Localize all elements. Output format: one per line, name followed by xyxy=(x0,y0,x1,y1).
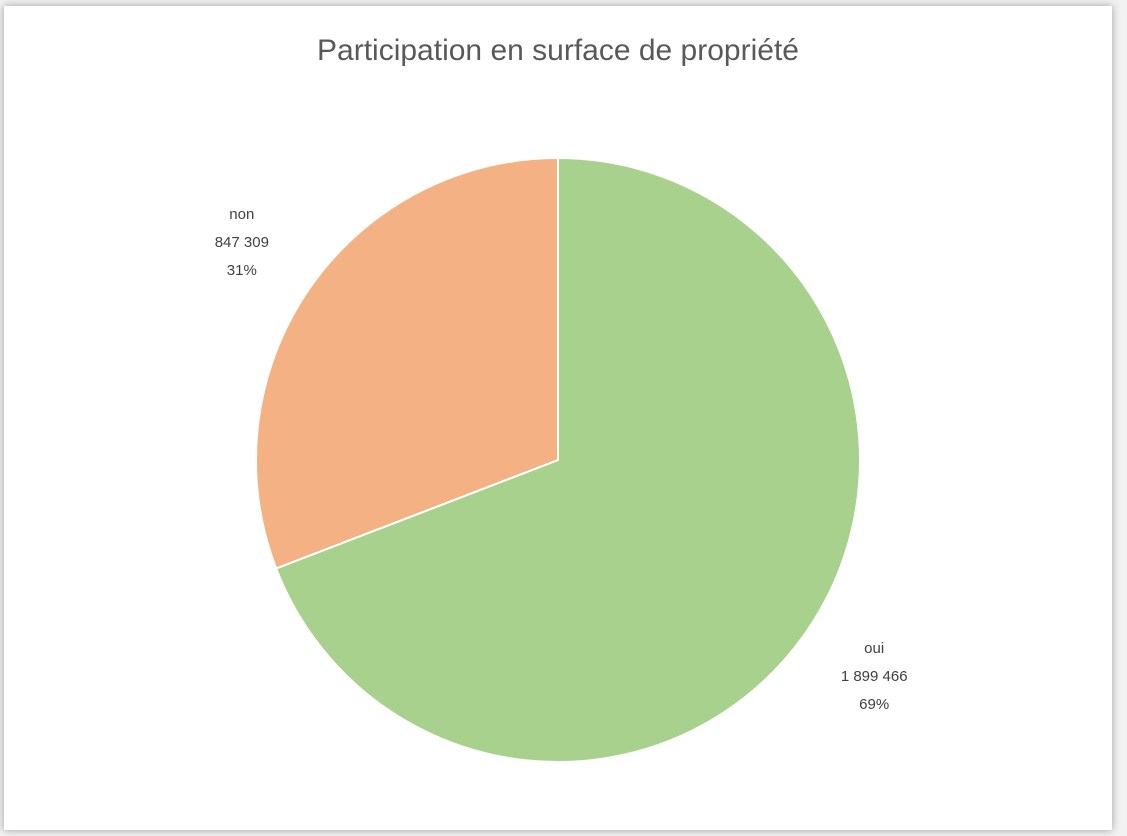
slice-percent-label: 31% xyxy=(227,262,257,279)
pie-slice xyxy=(255,156,559,570)
chart-title: Participation en surface de propriété xyxy=(317,34,799,67)
slice-category-label: non xyxy=(229,206,254,223)
slice-category-label: oui xyxy=(864,640,884,657)
slice-value-label: 1 899 466 xyxy=(841,668,908,685)
slice-percent-label: 69% xyxy=(859,696,889,713)
slice-value-label: 847 309 xyxy=(215,234,269,251)
pie-slice xyxy=(274,156,861,763)
